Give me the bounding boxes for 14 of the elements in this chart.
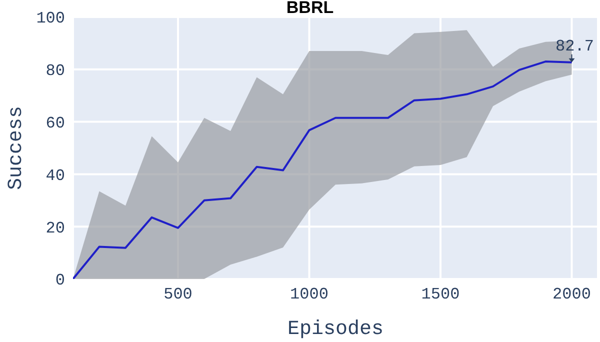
y-axis-title: Success (5, 106, 28, 190)
x-tick-label: 1500 (421, 285, 460, 304)
y-tick-label: 80 (46, 62, 65, 80)
x-axis-title: Episodes (287, 318, 384, 341)
y-tick-label: 0 (55, 272, 65, 290)
x-tick-label: 500 (164, 285, 192, 304)
y-tick-label: 100 (36, 10, 65, 28)
y-tick-label: 60 (46, 114, 65, 132)
annotation: 82.7 (556, 37, 594, 56)
chart-title: BBRL (286, 0, 334, 17)
y-tick-label: 40 (46, 166, 65, 185)
y-tick-label: 20 (46, 219, 65, 238)
x-tick-label: 1000 (290, 285, 328, 304)
x-tick-label: 2000 (552, 285, 591, 304)
